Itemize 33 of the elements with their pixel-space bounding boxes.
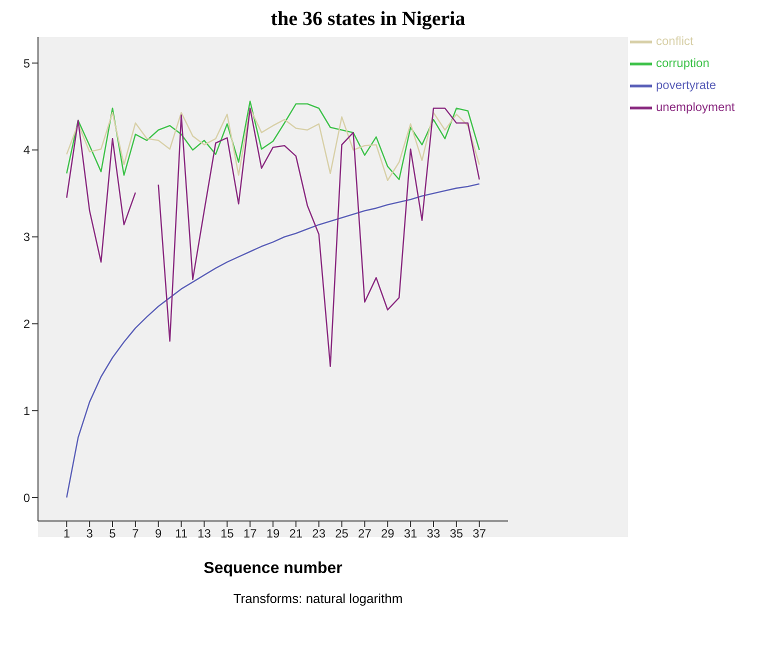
x-tick-label: 3 (86, 526, 94, 541)
legend-label: corruption (656, 56, 710, 70)
text: Transforms: natural logarithm (232, 591, 404, 606)
y-tick-label: 3 (23, 230, 30, 244)
y-tick-label: 2 (23, 317, 30, 332)
x-tick-label: 1 (63, 526, 70, 541)
x-tick-label: 11 (175, 526, 188, 541)
x-tick-label: 19 (266, 526, 280, 541)
x-tick-label: 35 (450, 526, 464, 541)
line-series (66, 183, 480, 498)
legend-label: conflict (656, 34, 694, 48)
x-tick-label: 33 (426, 526, 440, 541)
x-tick-label: 9 (155, 526, 162, 541)
y-tick-label: 1 (23, 404, 30, 418)
x-tick-label: 17 (243, 526, 258, 541)
legend-label: unemployment (656, 100, 735, 114)
legend-label: povertyrate (656, 78, 716, 92)
x-tick-label: 5 (109, 526, 116, 541)
x-tick-label: 15 (220, 526, 234, 541)
x-tick-label: 13 (198, 526, 212, 541)
x-tick-label: 21 (289, 526, 303, 541)
x-tick-label: 25 (335, 526, 349, 541)
y-tick-label: 4 (23, 143, 30, 158)
x-tick-label: 27 (358, 526, 372, 541)
x-tick-label: 31 (404, 526, 418, 541)
chart-title: the 36 states in Nigeria (270, 8, 466, 31)
y-tick-label: 0 (23, 490, 30, 505)
x-tick-label: 29 (380, 526, 395, 541)
x-tick-label: 23 (312, 526, 326, 541)
x-tick-label: 7 (132, 526, 140, 541)
x-tick-label: 37 (472, 526, 486, 541)
x-axis-title: Sequence number (204, 560, 342, 577)
y-tick-label: 5 (23, 56, 30, 70)
